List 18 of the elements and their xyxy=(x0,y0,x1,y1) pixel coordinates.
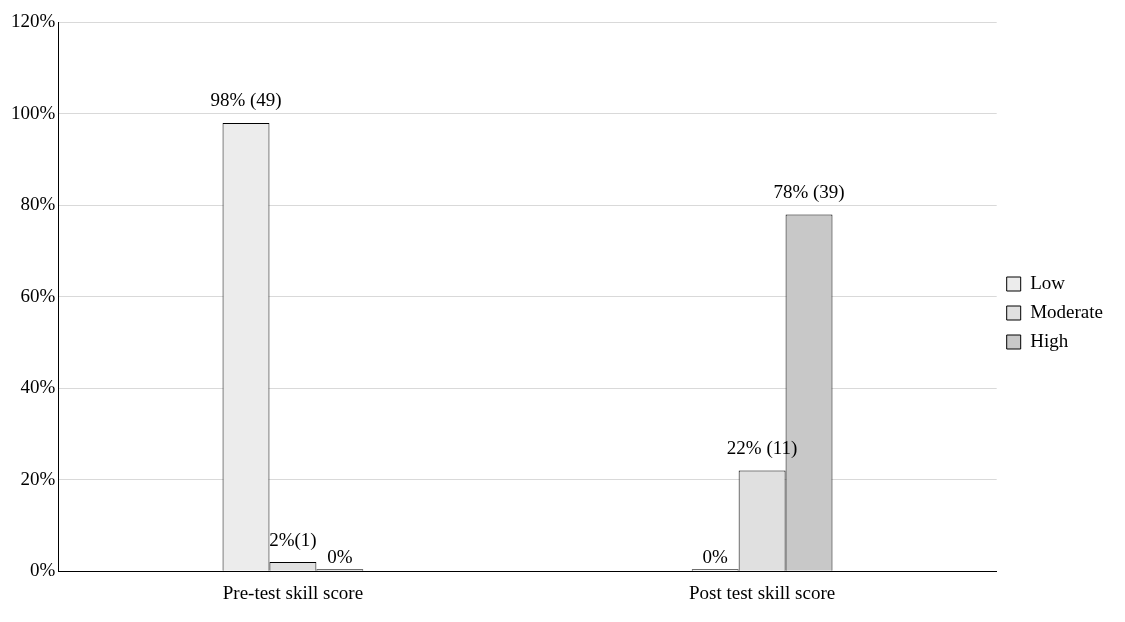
data-label: 98% (49) xyxy=(210,89,282,112)
legend-label: High xyxy=(1030,329,1069,351)
x-tick-label: Pre-test skill score xyxy=(222,581,364,603)
y-tick-label: 60% xyxy=(20,284,56,306)
y-tick-label: 0% xyxy=(30,559,56,581)
data-label: 78% (39) xyxy=(773,180,845,203)
y-tick-label: 120% xyxy=(11,10,56,32)
y-tick-label: 80% xyxy=(20,193,56,215)
y-tick-label: 40% xyxy=(20,376,56,398)
y-tick-label: 20% xyxy=(20,467,56,489)
x-tick-label: Post test skill score xyxy=(689,581,836,603)
data-label: 22% (11) xyxy=(726,437,798,460)
data-label: 0% xyxy=(702,545,729,567)
legend-label: Moderate xyxy=(1030,300,1104,322)
data-label: 0% xyxy=(327,545,353,567)
legend-label: Low xyxy=(1030,271,1066,293)
data-label: 2%(1) xyxy=(269,528,317,551)
y-tick-label: 100% xyxy=(11,101,56,123)
